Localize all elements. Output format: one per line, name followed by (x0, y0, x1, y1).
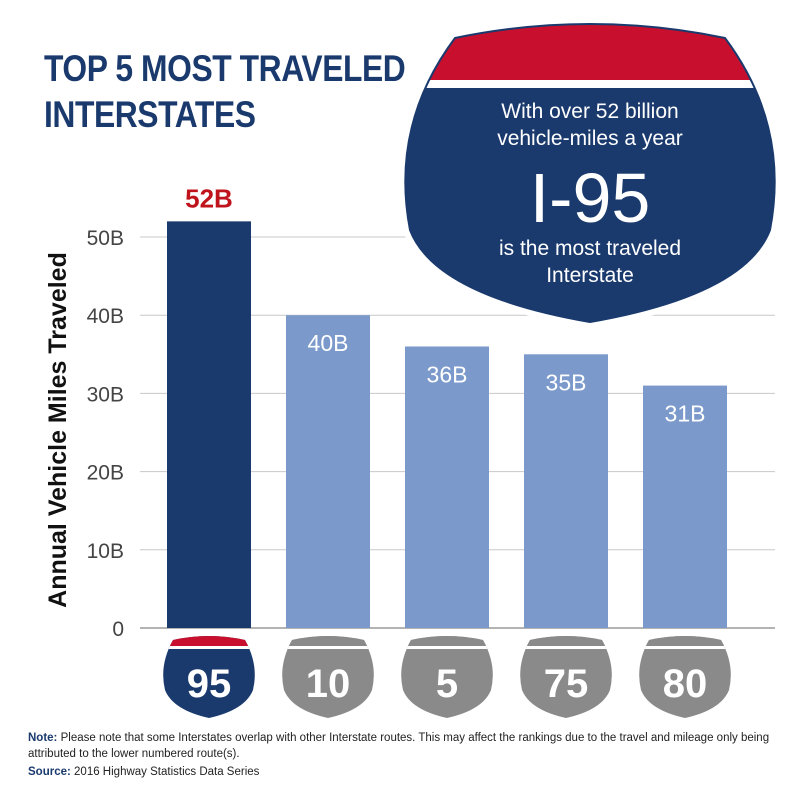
bar-5 (405, 346, 489, 628)
data-label-95: 52B (185, 183, 233, 213)
y-tick-label: 40B (87, 305, 124, 328)
interstate-shield-10: 10 (282, 636, 374, 718)
interstate-shield-5: 5 (401, 636, 493, 718)
y-tick-label: 30B (87, 383, 124, 406)
chart-title: TOP 5 MOST TRAVELED INTERSTATES (44, 46, 406, 138)
footer: Note: Please note that some Interstates … (28, 730, 778, 780)
x-tick-label: 95 (187, 662, 232, 706)
footnote: Note: Please note that some Interstates … (28, 730, 778, 762)
data-label-75: 35B (546, 369, 587, 395)
data-label-80: 31B (665, 401, 706, 427)
bars (167, 221, 727, 629)
bar-95 (167, 221, 251, 629)
bar-80 (643, 385, 727, 628)
callout-line-4: Interstate (546, 264, 634, 287)
callout-highlight: I-95 (530, 159, 651, 237)
source-text: 2016 Highway Statistics Data Series (74, 766, 260, 778)
x-tick-label: 80 (663, 662, 708, 706)
data-labels: 52B 40B 36B 35B 31B (185, 183, 705, 426)
chart-title-line-1: TOP 5 MOST TRAVELED (44, 48, 406, 89)
y-axis-ticks: 0 10B 20B 30B 40B 50B (87, 227, 124, 641)
y-axis-label: Annual Vehicle Miles Traveled (44, 252, 72, 608)
bar-75 (524, 354, 608, 628)
x-tick-label: 75 (544, 662, 589, 706)
source-label: Source: (28, 766, 71, 778)
y-tick-label: 0 (112, 618, 124, 641)
i95-callout-shield: With over 52 billion vehicle-miles a yea… (398, 17, 782, 330)
x-axis-shields: 95 10 5 75 80 (163, 636, 731, 718)
callout-line-3: is the most traveled (499, 237, 681, 260)
note-text: Please note that some Interstates overla… (28, 732, 770, 760)
data-label-10: 40B (308, 330, 349, 356)
source-line: Source: 2016 Highway Statistics Data Ser… (28, 764, 778, 780)
chart-title-line-2: INTERSTATES (44, 94, 256, 135)
x-tick-label: 10 (306, 662, 351, 706)
data-label-5: 36B (427, 361, 468, 387)
y-tick-label: 10B (87, 540, 124, 563)
bar-10 (286, 315, 370, 628)
bar-chart: 0 10B 20B 30B 40B 50B Annual Vehicle Miles Tr… (44, 17, 782, 718)
interstate-shield-75: 75 (520, 636, 612, 718)
y-tick-label: 20B (87, 462, 124, 485)
y-tick-label: 50B (87, 227, 124, 250)
note-label: Note: (28, 732, 58, 744)
callout-line-2: vehicle-miles a year (497, 127, 683, 150)
interstate-shield-80: 80 (639, 636, 731, 718)
interstate-shield-95: 95 (163, 636, 255, 718)
x-tick-label: 5 (436, 662, 458, 706)
callout-line-1: With over 52 billion (501, 100, 678, 123)
